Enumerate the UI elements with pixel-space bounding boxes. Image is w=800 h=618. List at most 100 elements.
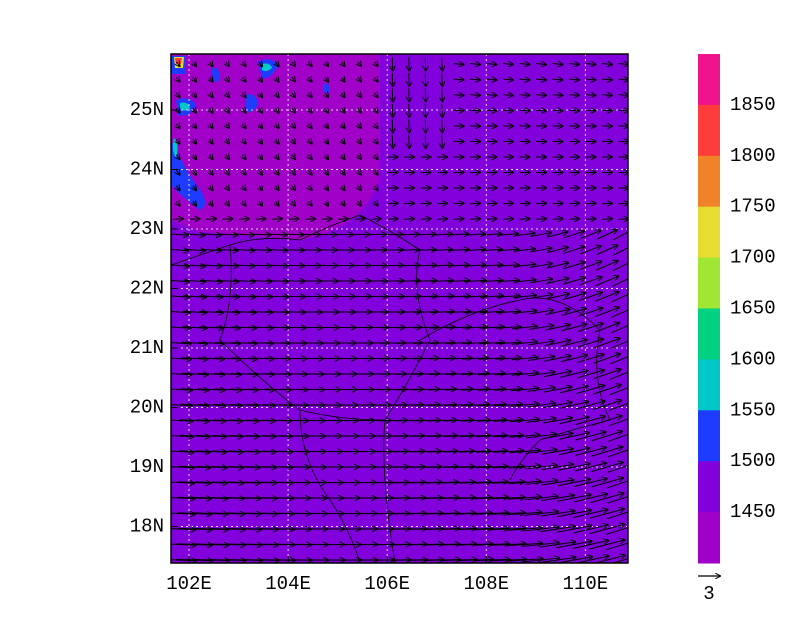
wind-vector bbox=[539, 557, 575, 563]
wind-vector bbox=[181, 342, 207, 343]
wind-vector bbox=[217, 234, 238, 235]
wind-vector bbox=[414, 265, 437, 266]
wind-vector bbox=[420, 219, 431, 220]
wind-vector bbox=[473, 544, 509, 545]
wind-vector bbox=[509, 435, 540, 438]
wind-vector bbox=[292, 155, 295, 159]
wind-vector bbox=[176, 201, 179, 205]
wind-vector bbox=[171, 420, 192, 422]
wind-vector bbox=[492, 435, 523, 437]
wind-vector bbox=[618, 203, 628, 204]
wind-vector bbox=[525, 450, 557, 454]
wind-vector bbox=[211, 482, 243, 483]
wind-vector bbox=[524, 496, 557, 501]
wind-vector bbox=[507, 512, 542, 515]
wind-vector bbox=[530, 233, 551, 237]
wind-vector bbox=[519, 219, 530, 220]
wind-vector bbox=[305, 219, 315, 220]
wind-vector bbox=[250, 250, 271, 251]
wind-vector bbox=[569, 203, 579, 204]
wind-vector bbox=[479, 327, 504, 328]
wind-vector bbox=[602, 95, 612, 96]
wind-vector bbox=[398, 265, 420, 266]
wind-vector bbox=[176, 559, 212, 560]
wind-vector bbox=[458, 513, 492, 514]
wind-vector bbox=[272, 219, 282, 220]
wind-vector bbox=[195, 435, 226, 436]
wind-vector bbox=[226, 77, 229, 81]
wind-vector bbox=[176, 62, 179, 66]
wind-vector bbox=[196, 404, 225, 405]
wind-vector bbox=[371, 219, 381, 220]
colorbar-label: 1800 bbox=[730, 145, 776, 167]
wind-vector bbox=[325, 62, 328, 66]
wind-vector bbox=[503, 79, 513, 80]
wind-vector bbox=[177, 513, 212, 514]
wind-vector bbox=[524, 481, 557, 485]
wind-vector bbox=[179, 435, 210, 436]
wind-vector bbox=[193, 62, 196, 66]
wind-vector bbox=[198, 342, 223, 343]
wind-vector bbox=[192, 559, 229, 560]
wind-vector bbox=[608, 433, 628, 442]
wind-vector bbox=[426, 467, 458, 468]
wind-vector bbox=[292, 201, 295, 205]
wind-vector bbox=[460, 404, 489, 405]
wind-vector bbox=[239, 219, 249, 220]
wind-vector bbox=[200, 265, 222, 266]
wind-vector bbox=[585, 95, 596, 96]
wind-vector bbox=[508, 466, 541, 469]
wind-vector bbox=[605, 542, 628, 551]
wind-vector bbox=[358, 139, 361, 143]
borders bbox=[171, 214, 611, 563]
wind-vector bbox=[503, 64, 513, 65]
wind-vector bbox=[489, 559, 526, 561]
wind-vector bbox=[590, 478, 623, 488]
wind-vector bbox=[275, 139, 278, 143]
wind-vector bbox=[214, 342, 240, 343]
wind-vector bbox=[461, 373, 489, 374]
wind-vector bbox=[441, 528, 476, 529]
wind-vector bbox=[480, 265, 503, 266]
wind-vector bbox=[242, 201, 245, 205]
wind-vector bbox=[476, 451, 507, 452]
wind-vector bbox=[545, 325, 570, 331]
wind-vector bbox=[215, 296, 239, 297]
wind-vector bbox=[491, 513, 525, 515]
wind-vector bbox=[440, 544, 476, 545]
wind-vector bbox=[448, 234, 469, 235]
wind-vector bbox=[193, 77, 196, 81]
wind-vector bbox=[530, 264, 552, 268]
wind-vector bbox=[481, 249, 502, 250]
wind-vector bbox=[409, 119, 410, 132]
wind-vector bbox=[275, 186, 278, 190]
wind-vector bbox=[479, 296, 503, 297]
wind-vector bbox=[176, 170, 179, 174]
wind-vector bbox=[470, 219, 480, 220]
wind-vector bbox=[308, 62, 311, 66]
wind-vector bbox=[374, 139, 377, 143]
field-region bbox=[171, 54, 380, 240]
wind-vector bbox=[171, 296, 189, 298]
colorbar-swatch bbox=[698, 257, 720, 309]
wind-vector bbox=[194, 482, 227, 483]
wind-vector bbox=[446, 327, 471, 328]
wind-vector bbox=[242, 170, 245, 174]
wind-vector bbox=[447, 280, 469, 281]
wind-vector bbox=[443, 420, 473, 421]
wind-vector bbox=[529, 310, 553, 315]
wind-vector bbox=[212, 435, 243, 436]
wind-vector bbox=[480, 280, 502, 281]
wind-vector bbox=[358, 170, 361, 174]
wind-vector bbox=[230, 389, 258, 390]
wind-vector bbox=[493, 404, 522, 406]
wind-vector bbox=[560, 386, 588, 394]
wind-vector bbox=[398, 234, 419, 235]
field-blob bbox=[246, 94, 258, 112]
wind-vector bbox=[593, 555, 625, 563]
wind-vector bbox=[409, 57, 410, 70]
wind-vector bbox=[259, 124, 262, 128]
wind-vector bbox=[442, 466, 475, 467]
wind-vector bbox=[176, 186, 179, 190]
wind-vector bbox=[374, 93, 377, 97]
